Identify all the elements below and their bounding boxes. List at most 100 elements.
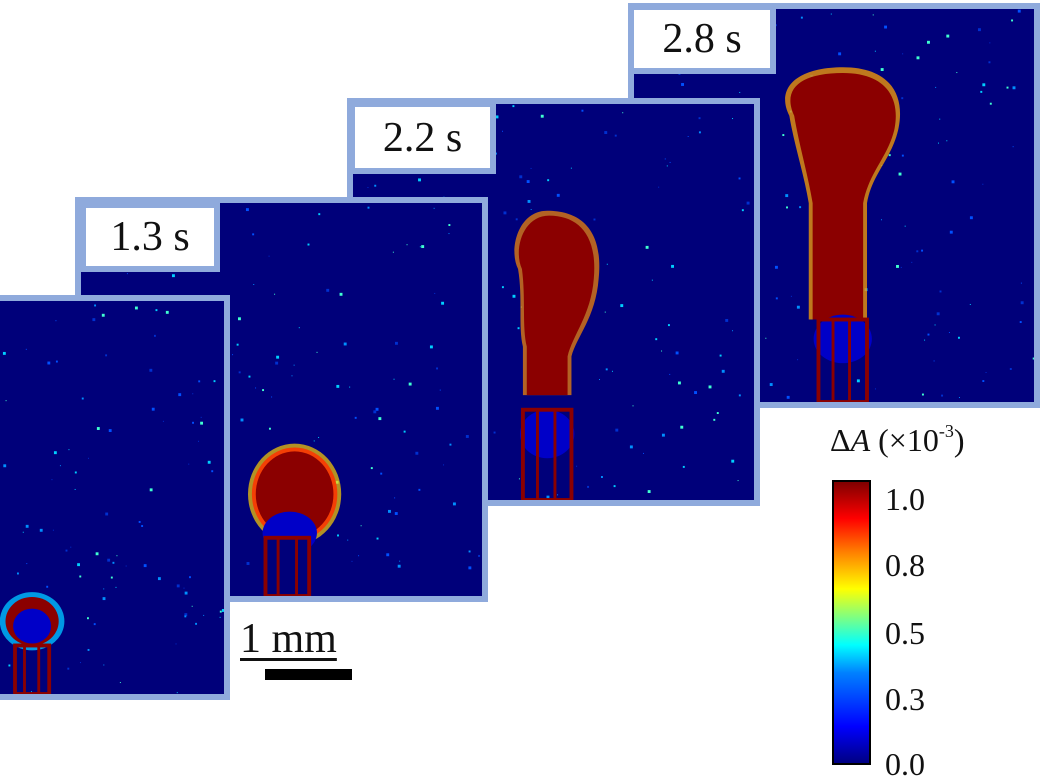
noise-speckle xyxy=(120,682,121,683)
noise-speckle xyxy=(630,445,633,448)
noise-speckle xyxy=(937,312,940,315)
noise-speckle xyxy=(699,131,701,133)
noise-speckle xyxy=(211,470,213,472)
noise-speckle xyxy=(739,92,740,93)
noise-speckle xyxy=(797,306,800,309)
noise-speckle xyxy=(791,296,792,297)
noise-speckle xyxy=(203,615,204,616)
scale-bar xyxy=(265,669,352,680)
noise-speckle xyxy=(317,352,318,353)
noise-speckle xyxy=(587,486,589,488)
noise-speckle xyxy=(658,187,659,188)
noise-speckle xyxy=(938,143,939,144)
noise-speckle xyxy=(318,437,319,438)
noise-speckle xyxy=(415,452,418,455)
noise-speckle xyxy=(103,597,106,600)
noise-speckle xyxy=(68,449,69,450)
noise-speckle xyxy=(448,224,450,226)
noise-speckle xyxy=(407,244,408,245)
noise-speckle xyxy=(47,362,50,365)
noise-speckle xyxy=(956,72,957,73)
noise-speckle xyxy=(269,428,271,430)
noise-speckle xyxy=(939,119,940,120)
noise-speckle xyxy=(946,140,947,141)
noise-speckle xyxy=(1011,19,1013,21)
noise-speckle xyxy=(1018,10,1021,13)
noise-speckle xyxy=(201,417,202,418)
noise-speckle xyxy=(152,408,155,411)
colorbar-tick-1: 1.0 xyxy=(885,483,925,515)
noise-speckle xyxy=(105,513,108,516)
noise-speckle xyxy=(940,291,942,293)
noise-speckle xyxy=(262,389,264,391)
noise-speckle xyxy=(399,561,400,562)
noise-speckle xyxy=(184,615,186,617)
noise-speckle xyxy=(449,233,450,234)
noise-speckle xyxy=(358,555,359,556)
noise-speckle xyxy=(513,295,516,298)
noise-speckle xyxy=(192,606,193,607)
noise-speckle xyxy=(367,187,368,188)
noise-speckle xyxy=(395,342,398,345)
noise-speckle xyxy=(192,393,193,394)
noise-speckle xyxy=(917,56,920,59)
noise-speckle xyxy=(26,349,27,350)
noise-speckle xyxy=(239,371,241,373)
noise-speckle xyxy=(901,267,902,268)
noise-speckle xyxy=(604,131,607,134)
noise-speckle xyxy=(633,405,634,406)
noise-speckle xyxy=(377,538,379,540)
noise-speckle xyxy=(404,431,406,433)
noise-speckle xyxy=(248,376,250,378)
noise-speckle xyxy=(958,337,960,339)
noise-speckle xyxy=(112,562,114,564)
colorbar-tick-4: 0.3 xyxy=(885,683,925,715)
scale-bar-label: 1 mm xyxy=(240,615,337,663)
noise-speckle xyxy=(347,540,348,541)
noise-speckle xyxy=(557,494,558,495)
noise-speckle xyxy=(386,553,389,556)
noise-speckle xyxy=(6,400,7,401)
noise-speckle xyxy=(3,464,6,467)
noise-speckle xyxy=(527,180,530,183)
noise-speckle xyxy=(519,478,520,479)
noise-speckle xyxy=(26,525,29,528)
noise-speckle xyxy=(222,609,224,612)
noise-speckle xyxy=(163,421,164,422)
noise-speckle xyxy=(418,489,420,491)
noise-speckle xyxy=(646,246,649,249)
noise-speckle xyxy=(875,51,876,52)
noise-speckle xyxy=(512,105,514,107)
noise-speckle xyxy=(1010,368,1012,370)
noise-speckle xyxy=(393,252,394,253)
noise-speckle xyxy=(241,419,244,422)
noise-speckle xyxy=(436,407,439,410)
noise-speckle xyxy=(935,87,936,88)
noise-speckle xyxy=(139,521,141,523)
noise-speckle xyxy=(79,576,81,578)
noise-speckle xyxy=(1021,283,1022,284)
noise-speckle xyxy=(775,266,778,269)
noise-speckle xyxy=(8,665,10,667)
noise-speckle xyxy=(731,460,734,463)
time-label-3: 2.8 s xyxy=(628,4,776,74)
noise-speckle xyxy=(622,112,623,113)
noise-speckle xyxy=(94,304,96,306)
noise-speckle xyxy=(70,547,71,548)
noise-speckle xyxy=(189,576,191,578)
noise-speckle xyxy=(717,412,719,414)
noise-speckle xyxy=(838,52,841,55)
noise-speckle xyxy=(440,390,441,391)
noise-speckle xyxy=(80,662,81,663)
noise-speckle xyxy=(31,691,32,692)
noise-speckle xyxy=(801,17,803,19)
image-panel-t0 xyxy=(0,295,230,700)
noise-speckle xyxy=(571,168,572,169)
noise-speckle xyxy=(655,338,657,340)
noise-speckle xyxy=(97,427,100,430)
noise-speckle xyxy=(56,361,58,363)
noise-speckle xyxy=(516,218,518,220)
noise-speckle xyxy=(46,586,48,588)
noise-speckle xyxy=(519,175,522,178)
noise-speckle xyxy=(922,394,924,396)
